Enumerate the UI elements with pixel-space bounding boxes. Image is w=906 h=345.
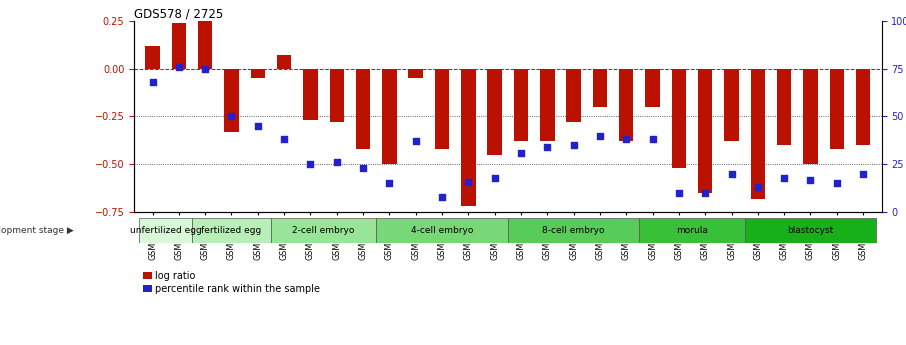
Point — [698, 190, 712, 196]
Bar — [724, 69, 738, 141]
Bar — [750, 69, 765, 199]
Point — [856, 171, 871, 177]
Point — [619, 137, 633, 142]
Point — [540, 144, 554, 150]
Bar — [566, 69, 581, 122]
Legend: log ratio, percentile rank within the sample: log ratio, percentile rank within the sa… — [139, 267, 324, 298]
Point — [277, 137, 292, 142]
Bar — [856, 69, 871, 145]
Point — [645, 137, 660, 142]
Bar — [145, 46, 159, 69]
Bar — [804, 69, 818, 164]
Bar — [619, 69, 633, 141]
Bar — [409, 69, 423, 78]
Bar — [304, 69, 318, 120]
Bar — [356, 69, 371, 149]
Text: blastocyst: blastocyst — [787, 226, 834, 235]
Point — [198, 66, 212, 71]
Point — [435, 194, 449, 200]
Bar — [435, 69, 449, 149]
Point — [251, 123, 265, 129]
Bar — [507, 218, 640, 243]
Bar — [171, 23, 186, 69]
Bar — [777, 69, 792, 145]
Bar — [487, 69, 502, 155]
Bar — [271, 218, 376, 243]
Bar — [382, 69, 397, 164]
Point — [724, 171, 738, 177]
Bar — [461, 69, 476, 206]
Text: GDS578 / 2725: GDS578 / 2725 — [134, 8, 224, 21]
Bar — [376, 218, 507, 243]
Bar — [140, 218, 192, 243]
Point — [593, 133, 607, 138]
Point — [514, 150, 528, 156]
Point — [487, 175, 502, 180]
Point — [566, 142, 581, 148]
Bar — [640, 218, 745, 243]
Point — [777, 175, 792, 180]
Point — [461, 179, 476, 184]
Text: 8-cell embryo: 8-cell embryo — [543, 226, 605, 235]
Point — [409, 139, 423, 144]
Bar — [514, 69, 528, 141]
Bar — [540, 69, 554, 141]
Text: morula: morula — [676, 226, 708, 235]
Point — [304, 161, 318, 167]
Bar — [745, 218, 876, 243]
Bar — [645, 69, 660, 107]
Text: development stage ▶: development stage ▶ — [0, 226, 73, 235]
Point — [171, 64, 186, 69]
Bar — [830, 69, 844, 149]
Text: 4-cell embryo: 4-cell embryo — [410, 226, 473, 235]
Point — [224, 114, 238, 119]
Point — [145, 79, 159, 85]
Point — [356, 165, 371, 171]
Point — [330, 160, 344, 165]
Bar — [251, 69, 265, 78]
Text: unfertilized egg: unfertilized egg — [130, 226, 201, 235]
Bar — [671, 69, 686, 168]
Bar — [277, 55, 292, 69]
Bar — [224, 69, 238, 132]
Bar — [698, 69, 712, 193]
Text: 2-cell embryo: 2-cell embryo — [293, 226, 355, 235]
Bar — [330, 69, 344, 122]
Point — [804, 177, 818, 183]
Bar — [198, 19, 212, 69]
Point — [830, 181, 844, 186]
Point — [750, 185, 765, 190]
Bar — [192, 218, 271, 243]
Point — [671, 190, 686, 196]
Point — [382, 181, 397, 186]
Text: fertilized egg: fertilized egg — [201, 226, 262, 235]
Bar — [593, 69, 607, 107]
